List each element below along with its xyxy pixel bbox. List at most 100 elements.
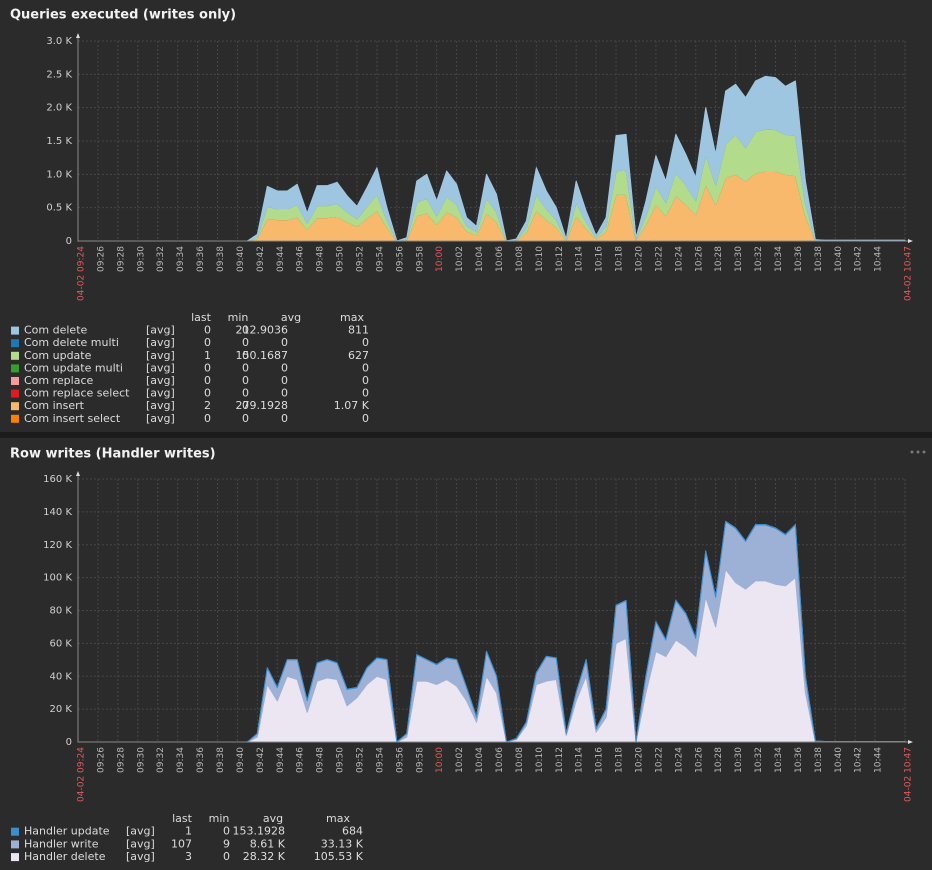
- x-tick-label: 10:24: [674, 246, 684, 272]
- x-tick-label: 09:42: [256, 747, 266, 773]
- x-tick-label: 10:40: [834, 747, 844, 773]
- legend-stat: 33.13 K: [321, 837, 364, 850]
- legend-stat: 0: [362, 361, 369, 374]
- x-tick-label: 09:30: [136, 747, 146, 773]
- x-tick-label: 10:06: [495, 747, 505, 773]
- x-tick-label: 09:58: [415, 246, 425, 272]
- x-tick-label: 10:10: [535, 246, 545, 272]
- x-tick-label: 10:30: [734, 246, 744, 272]
- legend-stat: 1: [204, 349, 211, 362]
- x-tick-label: 09:58: [415, 747, 425, 773]
- x-tick-label: 10:44: [874, 747, 884, 773]
- legend-stat: 0: [204, 361, 211, 374]
- x-tick-label: 10:20: [634, 747, 644, 773]
- x-tick-label: 10:16: [595, 747, 605, 773]
- x-tick-label: 10:36: [794, 747, 804, 773]
- x-tick-label: 09:26: [96, 246, 106, 272]
- legend-name: Com delete multi: [24, 336, 119, 349]
- x-tick-label: 04-02 09:24: [77, 246, 87, 301]
- legend-stat: 107: [171, 837, 192, 850]
- legend-swatch: [11, 827, 19, 836]
- x-tick-label: 09:56: [395, 747, 405, 773]
- x-tick-label: 10:32: [754, 747, 764, 773]
- menu-dot[interactable]: [916, 450, 920, 454]
- legend-name: Com insert select: [24, 412, 121, 425]
- legend-stat: 0: [362, 412, 369, 425]
- x-tick-label: 09:54: [375, 246, 385, 272]
- x-tick-label: 10:02: [455, 246, 465, 272]
- legend-stat: 150.1687: [236, 349, 289, 362]
- legend-stat: 684: [342, 825, 363, 838]
- legend-stat: 1: [185, 825, 192, 838]
- legend-name: Com delete: [24, 324, 88, 337]
- legend-stat: 3: [185, 850, 192, 863]
- x-tick-label: 09:46: [296, 747, 306, 773]
- legend-stat: 627: [348, 349, 369, 362]
- y-tick-label: 40 K: [50, 671, 73, 682]
- y-tick-label: 100 K: [43, 573, 72, 584]
- menu-dot[interactable]: [910, 450, 914, 454]
- x-tick-label: 09:38: [216, 246, 226, 272]
- x-tick-label: 09:36: [196, 246, 206, 272]
- legend-stat: 0: [242, 336, 249, 349]
- y-tick-label: 0: [66, 236, 72, 247]
- x-tick-label: 09:38: [216, 747, 226, 773]
- x-tick-label: 09:50: [336, 246, 346, 272]
- y-tick-label: 2.0 K: [46, 103, 72, 114]
- legend-stat: 0: [223, 850, 230, 863]
- legend-stat: 0: [362, 374, 369, 387]
- x-tick-label: 10:00: [435, 246, 445, 272]
- x-tick-label: 09:46: [296, 246, 306, 272]
- x-tick-label: 09:40: [236, 747, 246, 773]
- legend-stat: 0: [242, 361, 249, 374]
- legend-stat: 0: [362, 387, 369, 400]
- x-tick-label: 09:52: [355, 246, 365, 272]
- legend-name: Com update: [24, 349, 92, 362]
- area: [77, 75, 906, 242]
- x-tick-label: 10:12: [555, 246, 565, 272]
- x-tick-label: 09:44: [276, 246, 286, 272]
- x-tick-label: 10:22: [654, 747, 664, 773]
- legend-stat: 8.61 K: [250, 837, 286, 850]
- legend-stat: 0: [242, 387, 249, 400]
- legend-name: Handler update: [24, 825, 110, 838]
- x-tick-label: 09:26: [96, 747, 106, 773]
- legend-stat: 0: [281, 361, 288, 374]
- x-tick-label: 10:44: [874, 246, 884, 272]
- legend-header: max: [340, 311, 364, 324]
- y-tick-label: 80 K: [50, 606, 73, 617]
- legend-swatch: [11, 402, 19, 411]
- x-tick-label: 10:28: [714, 246, 724, 272]
- legend-stat: 105.53 K: [314, 850, 364, 863]
- legend-stat: 0: [204, 324, 211, 337]
- legend-stat: 153.1928: [233, 825, 286, 838]
- x-tick-label: 10:04: [475, 246, 485, 272]
- legend-header: last: [172, 812, 193, 825]
- menu-dot[interactable]: [922, 450, 926, 454]
- legend-stat: 0: [204, 336, 211, 349]
- panel-menu[interactable]: [910, 450, 926, 454]
- y-tick-label: 60 K: [50, 638, 73, 649]
- x-tick-label: 10:32: [754, 246, 764, 272]
- legend-name: Com replace select: [24, 387, 130, 400]
- y-tick-label: 140 K: [43, 507, 72, 518]
- y-tick-label: 120 K: [43, 540, 72, 551]
- legend-swatch: [11, 326, 19, 335]
- legend-name: Handler write: [24, 837, 99, 850]
- legend-name: Handler delete: [24, 850, 106, 863]
- legend-stat: 0: [223, 825, 230, 838]
- legend-header: max: [326, 812, 350, 825]
- x-tick-label: 10:04: [475, 747, 485, 773]
- legend-stat: 0: [242, 324, 249, 337]
- x-tick-label: 09:30: [136, 246, 146, 272]
- x-tick-label: 10:06: [495, 246, 505, 272]
- x-tick-label: 04-02 10:47: [904, 246, 914, 301]
- legend-stat: 0: [204, 374, 211, 387]
- legend-func: [avg]: [126, 850, 155, 863]
- legend-func: [avg]: [146, 387, 175, 400]
- legend-swatch: [11, 414, 19, 423]
- y-tick-label: 20 K: [50, 704, 73, 715]
- x-tick-label: 10:14: [575, 747, 585, 773]
- legend-stat: 0: [242, 399, 249, 412]
